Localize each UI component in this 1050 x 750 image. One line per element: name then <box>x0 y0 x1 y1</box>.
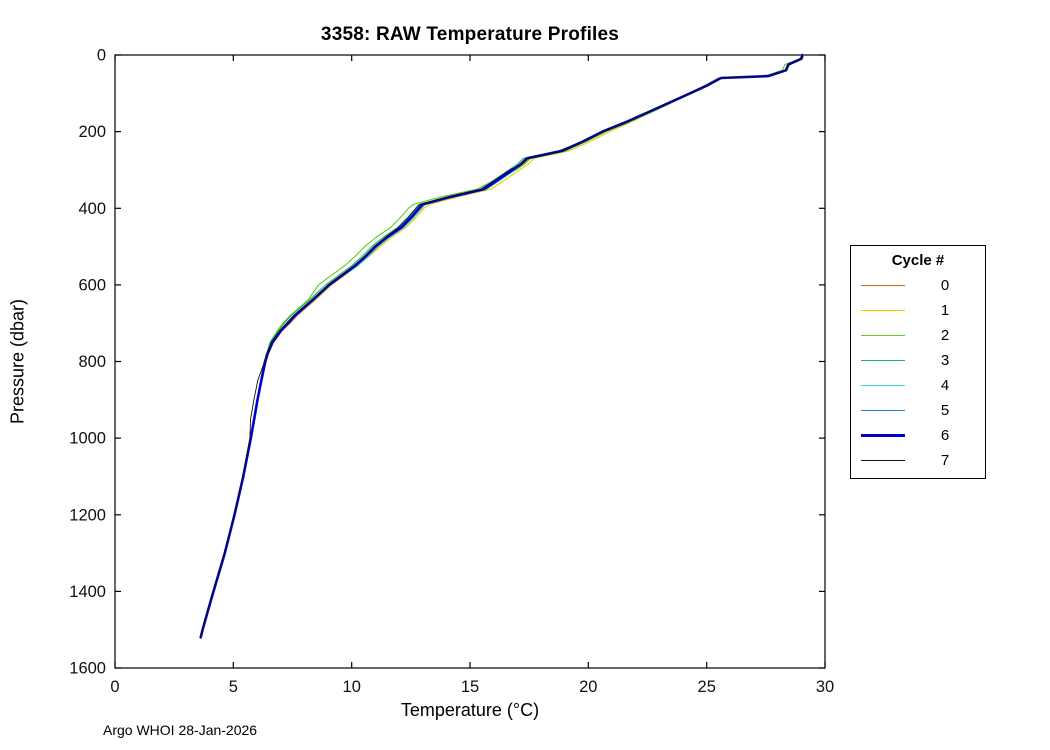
profile-line-cycle-7 <box>199 54 803 638</box>
x-tick-label: 10 <box>343 678 361 696</box>
legend-entry-label: 0 <box>940 277 950 294</box>
y-tick-label: 1400 <box>69 583 106 601</box>
profile-line-cycle-6 <box>199 53 804 639</box>
legend-entries: 0 1 2 3 4 5 6 7 <box>851 273 985 473</box>
legend-entry-cycle-2: 2 <box>851 323 985 348</box>
legend-line-sample <box>861 460 905 461</box>
legend-entry-label: 7 <box>940 452 950 469</box>
legend-entry-cycle-3: 3 <box>851 348 985 373</box>
legend-line-sample <box>861 434 905 437</box>
x-axis-label: Temperature (°C) <box>400 700 540 720</box>
legend-entry-cycle-6: 6 <box>851 423 985 448</box>
legend-title: Cycle # <box>891 252 945 269</box>
x-tick-label: 30 <box>816 678 834 696</box>
y-tick-label: 400 <box>78 200 106 218</box>
legend-entry-cycle-7: 7 <box>851 448 985 473</box>
legend-entry-label: 5 <box>940 402 950 419</box>
legend-entry-cycle-5: 5 <box>851 398 985 423</box>
y-tick-label: 800 <box>78 353 106 371</box>
legend-line-sample <box>861 360 905 361</box>
profile-line-cycle-2 <box>200 54 802 638</box>
profile-line-cycle-4 <box>200 54 804 638</box>
chart-title: 3358: RAW Temperature Profiles <box>320 24 620 45</box>
legend-entry-label: 3 <box>940 352 950 369</box>
legend-entry-label: 2 <box>940 327 950 344</box>
legend: Cycle # 0 1 2 3 4 5 6 7 <box>850 245 986 479</box>
x-tick-label: 15 <box>461 678 479 696</box>
y-tick-label: 200 <box>78 123 106 141</box>
axes-box <box>114 54 826 669</box>
legend-line-sample <box>861 310 905 311</box>
legend-entry-label: 4 <box>940 377 950 394</box>
y-tick-label: 1000 <box>69 430 106 448</box>
x-tick-label: 20 <box>579 678 597 696</box>
legend-entry-cycle-4: 4 <box>851 373 985 398</box>
profile-line-cycle-3 <box>199 54 803 638</box>
y-tick-label: 1600 <box>69 660 106 678</box>
y-tick-label: 1200 <box>69 506 106 524</box>
legend-line-sample <box>861 335 905 336</box>
legend-line-sample <box>861 385 905 386</box>
x-tick-label: 5 <box>229 678 238 696</box>
legend-entry-label: 6 <box>940 427 950 444</box>
legend-line-sample <box>861 410 905 411</box>
legend-entry-label: 1 <box>940 302 950 319</box>
profile-line-cycle-1 <box>200 54 805 638</box>
legend-entry-cycle-1: 1 <box>851 298 985 323</box>
legend-entry-cycle-0: 0 <box>851 273 985 298</box>
y-tick-label: 0 <box>97 47 106 65</box>
footer-text: Argo WHOI 28-Jan-2026 <box>103 722 258 738</box>
x-tick-label: 25 <box>698 678 716 696</box>
legend-line-sample <box>861 285 905 286</box>
x-tick-label: 0 <box>110 678 119 696</box>
y-tick-label: 600 <box>78 276 106 294</box>
profile-line-cycle-5 <box>199 54 803 638</box>
profile-line-cycle-0 <box>200 54 804 638</box>
